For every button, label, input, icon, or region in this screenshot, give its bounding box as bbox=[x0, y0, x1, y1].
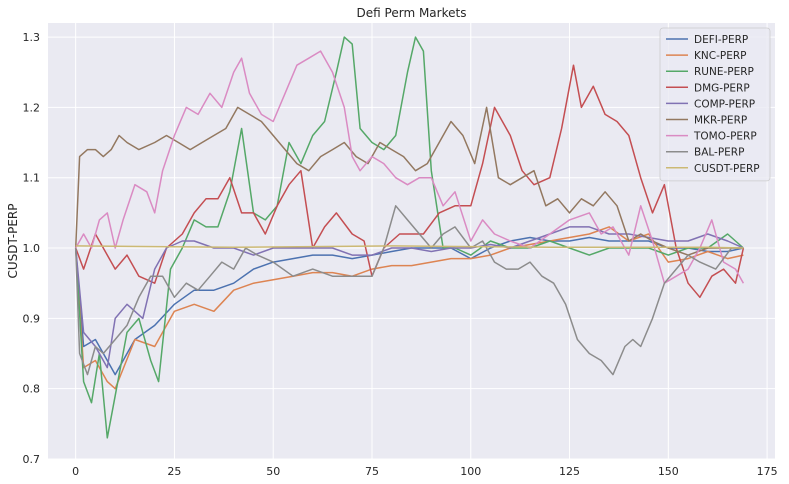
legend-label: TOMO-PERP bbox=[693, 131, 757, 143]
legend-label: MKR-PERP bbox=[694, 115, 747, 127]
legend-label: CUSDT-PERP bbox=[694, 163, 760, 175]
y-tick-label: 0.8 bbox=[23, 383, 41, 396]
series-line-mkr-perp bbox=[74, 106, 744, 256]
series-line-rune-perp bbox=[74, 36, 744, 439]
x-tick-label: 25 bbox=[167, 465, 181, 478]
chart-title: Defi Perm Markets bbox=[357, 6, 467, 20]
series-line-bal-perp bbox=[74, 205, 744, 376]
x-tick-label: 0 bbox=[72, 465, 79, 478]
y-tick-label: 1.1 bbox=[23, 172, 41, 185]
legend-label: DEFI-PERP bbox=[694, 34, 748, 46]
x-tick-label: 75 bbox=[365, 465, 379, 478]
series-line-comp-perp bbox=[74, 226, 744, 369]
y-tick-label: 0.9 bbox=[23, 312, 41, 325]
y-tick-label: 1.2 bbox=[23, 101, 41, 114]
x-tick-label: 50 bbox=[266, 465, 280, 478]
legend-label: COMP-PERP bbox=[694, 98, 755, 110]
series-line-dmg-perp bbox=[74, 64, 745, 299]
series-line-tomo-perp bbox=[75, 50, 745, 284]
series-lines bbox=[74, 36, 745, 439]
legend-label: RUNE-PERP bbox=[694, 66, 754, 78]
x-tick-label: 150 bbox=[658, 465, 679, 478]
y-axis-label: CUSDT-PERP bbox=[6, 204, 20, 279]
x-tick-label: 125 bbox=[559, 465, 580, 478]
legend-label: DMG-PERP bbox=[694, 82, 750, 94]
legend-box bbox=[659, 27, 771, 182]
x-tick-label: 100 bbox=[460, 465, 481, 478]
y-tick-label: 1.3 bbox=[23, 31, 41, 44]
y-tick-label: 0.7 bbox=[23, 453, 41, 466]
series-line-cusdt-perp bbox=[75, 245, 744, 249]
legend-label: KNC-PERP bbox=[694, 50, 746, 62]
legend-label: BAL-PERP bbox=[694, 147, 744, 159]
legend: DEFI-PERP KNC-PERP RUNE-PERP DMG-PERP COMP-P… bbox=[659, 27, 771, 182]
x-tick-label: 175 bbox=[757, 465, 778, 478]
axis-ticks: 0 25 50 75 100 125 150 175 0.7 0.8 0.9 1.0 1.1 1.2 1.3 bbox=[23, 31, 778, 478]
y-tick-label: 1.0 bbox=[23, 242, 41, 255]
